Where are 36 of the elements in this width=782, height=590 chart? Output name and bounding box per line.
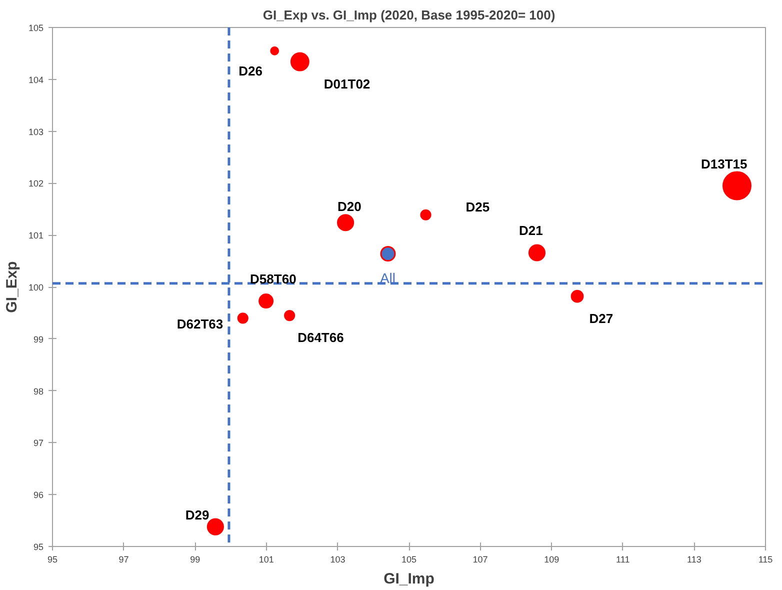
x-axis-title: GI_Imp <box>384 570 434 588</box>
series-label: D21 <box>518 223 543 238</box>
x-tick-label: 113 <box>687 554 702 564</box>
y-tick-label: 97 <box>33 438 44 448</box>
x-tick-label: 103 <box>330 554 346 564</box>
y-tick-label: 100 <box>28 282 44 292</box>
y-tick-label: 101 <box>28 230 44 241</box>
y-tick-label: 104 <box>28 74 44 85</box>
x-tick-label: 105 <box>401 554 417 564</box>
series-label: D13T15 <box>700 156 748 172</box>
series-label: D62T63 <box>176 316 224 332</box>
series-label: D01T02 <box>324 76 370 92</box>
y-tick-label: 96 <box>33 490 44 500</box>
y-tick-label: 105 <box>28 23 44 33</box>
chart-title: GI_Exp vs. GI_Imp (2020, Base 1995-2020= 100) <box>262 8 556 22</box>
x-tick-label: 115 <box>758 554 773 564</box>
series-label: D26 <box>238 63 262 78</box>
y-tick-label: 98 <box>33 386 44 396</box>
x-tick-label: 111 <box>616 554 630 564</box>
text: D25 <box>466 199 490 214</box>
y-tick-label: 99 <box>33 334 44 344</box>
x-tick-label: 97 <box>118 554 129 564</box>
series-label: D64T66 <box>298 330 344 346</box>
x-tick-label: 99 <box>190 554 200 564</box>
series-label: D29 <box>185 507 210 522</box>
series-label: D27 <box>589 310 614 326</box>
y-tick-label: 95 <box>33 542 44 552</box>
y-tick-label: 103 <box>28 126 44 137</box>
x-tick-label: 109 <box>544 554 560 564</box>
series-label: D20 <box>338 199 362 214</box>
x-tick-label: 101 <box>258 554 274 564</box>
x-tick-label: 95 <box>47 554 58 564</box>
y-axis-title: GI_Exp <box>3 261 20 313</box>
y-tick-label: 102 <box>28 178 44 189</box>
x-tick-label: 107 <box>472 554 488 564</box>
series-label: All <box>380 270 396 286</box>
